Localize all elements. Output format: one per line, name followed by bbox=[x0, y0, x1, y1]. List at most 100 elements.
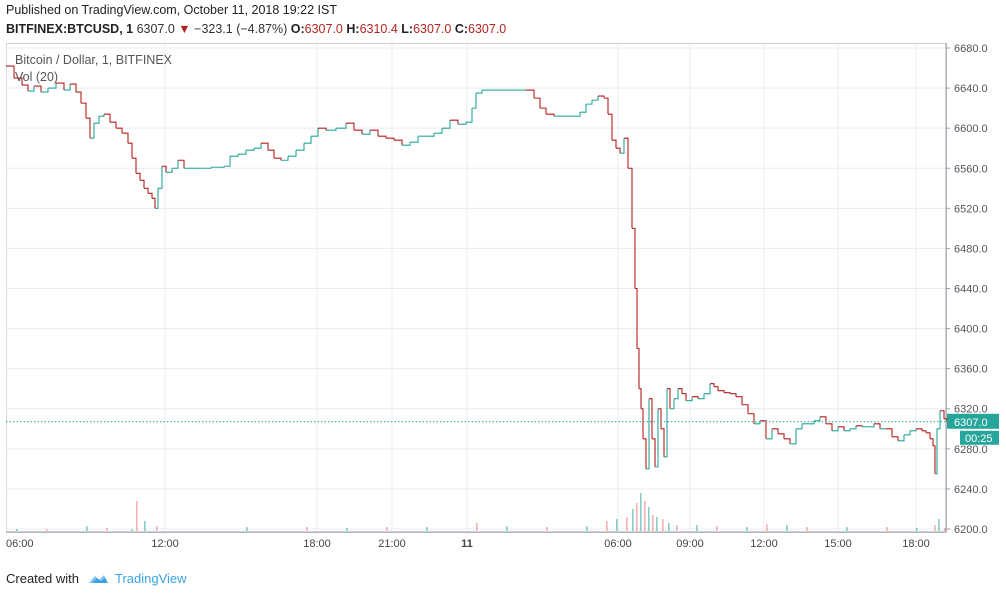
price-segment bbox=[140, 179, 145, 189]
tradingview-logo[interactable]: TradingView bbox=[87, 571, 187, 586]
price-segment bbox=[922, 430, 927, 433]
price-segment bbox=[748, 413, 755, 424]
footer: Created with TradingView bbox=[6, 571, 187, 586]
volume-bar bbox=[144, 521, 146, 531]
price-segment bbox=[76, 91, 82, 104]
price-segment bbox=[99, 114, 105, 117]
price-segment bbox=[641, 408, 644, 439]
y-tick-label: 6200.0 bbox=[954, 524, 988, 536]
countdown-tag bbox=[960, 430, 999, 445]
price-segment bbox=[664, 388, 668, 458]
price-segment bbox=[162, 165, 167, 173]
price-segment bbox=[592, 96, 599, 101]
price-segment bbox=[898, 434, 905, 442]
chart-area[interactable]: 6680.0 6640.0 6600.0 6560.0 6520.0 6480.0 6440… bbox=[6, 43, 999, 558]
countdown-label: 00:25 bbox=[965, 433, 993, 445]
price-segment bbox=[838, 426, 845, 431]
volume-bar bbox=[938, 519, 940, 531]
cloud-icon bbox=[88, 574, 108, 583]
volume-bar bbox=[606, 521, 608, 531]
price-segment bbox=[586, 100, 593, 105]
price-segment bbox=[94, 116, 100, 124]
y-tick-label: 6320.0 bbox=[954, 404, 988, 416]
price-segment bbox=[370, 129, 379, 137]
price-segment bbox=[937, 410, 941, 430]
price-segment bbox=[820, 416, 827, 424]
price-segment bbox=[598, 95, 605, 99]
symbol-name: BITFINEX:BTCUSD, 1 bbox=[6, 22, 134, 36]
price-segment bbox=[104, 113, 111, 123]
price-segment bbox=[886, 428, 893, 437]
price-segment bbox=[639, 388, 642, 409]
price-segment bbox=[148, 192, 153, 199]
price-segment bbox=[572, 112, 581, 117]
volume-bar bbox=[476, 523, 478, 531]
price-segment bbox=[6, 65, 15, 79]
price-segment bbox=[832, 426, 839, 432]
symbol-legend: BITFINEX:BTCUSD, 1 6307.0 ▼ −323.1 (−4.8… bbox=[6, 22, 506, 36]
volume-bar bbox=[506, 526, 508, 531]
price-segment bbox=[649, 398, 653, 439]
price-segment bbox=[698, 393, 705, 400]
price-segment bbox=[224, 156, 231, 167]
price-segment bbox=[144, 187, 149, 194]
price-segment bbox=[28, 86, 35, 92]
last-price-tag-label: 6307.0 bbox=[954, 417, 988, 429]
price-segment bbox=[796, 423, 803, 430]
price-segment bbox=[808, 420, 815, 425]
volume-bar bbox=[716, 526, 718, 531]
price-segment bbox=[318, 127, 327, 131]
price-segment bbox=[296, 143, 305, 151]
price-segment bbox=[714, 386, 719, 391]
created-with-text: Created with bbox=[6, 571, 79, 586]
price-segment bbox=[64, 84, 71, 91]
price-segment bbox=[304, 136, 312, 144]
price-segment bbox=[678, 388, 683, 394]
price-segment bbox=[238, 150, 247, 155]
y-tick-label: 6680.0 bbox=[954, 43, 988, 55]
price-segment bbox=[354, 129, 363, 135]
y-tick-label: 6280.0 bbox=[954, 444, 988, 456]
price-segment bbox=[90, 123, 95, 139]
volume-label: Vol (20) bbox=[15, 70, 59, 84]
price-segment bbox=[254, 143, 262, 149]
price-segment bbox=[892, 436, 899, 441]
price-segment bbox=[814, 416, 821, 422]
price-segment bbox=[674, 388, 679, 400]
price-segment bbox=[311, 128, 319, 137]
price-segment bbox=[616, 147, 621, 154]
volume-bar bbox=[944, 528, 946, 531]
price-segment bbox=[667, 388, 671, 409]
price-segment bbox=[655, 408, 659, 468]
volume-bar bbox=[846, 527, 848, 531]
volume-bar bbox=[106, 528, 108, 531]
volume-bar bbox=[916, 528, 918, 531]
plot-border bbox=[6, 43, 947, 533]
price-segment bbox=[670, 398, 675, 410]
price-chart[interactable]: 6680.0 6640.0 6600.0 6560.0 6520.0 6480.0 6440… bbox=[6, 43, 999, 558]
price-segment bbox=[155, 188, 159, 209]
price-segment bbox=[402, 142, 411, 146]
price-segment bbox=[86, 117, 91, 139]
price-segment bbox=[635, 287, 638, 349]
price-segment bbox=[346, 122, 355, 131]
volume-bar bbox=[806, 527, 808, 531]
price-segment bbox=[132, 157, 137, 174]
x-tick-label: 12:00 bbox=[151, 538, 179, 550]
price-segment bbox=[14, 77, 23, 86]
price-segment bbox=[926, 432, 931, 439]
volume-bar bbox=[131, 529, 133, 531]
price-segment bbox=[646, 398, 650, 470]
y-tick-label: 6600.0 bbox=[954, 123, 988, 135]
price-segment bbox=[844, 428, 851, 432]
volume-bar bbox=[306, 527, 308, 531]
price-segment bbox=[620, 138, 625, 154]
volume-bar bbox=[426, 527, 428, 531]
price-segment bbox=[41, 88, 49, 93]
price-segment bbox=[128, 142, 133, 159]
price-segment bbox=[608, 113, 613, 141]
price-segment bbox=[378, 135, 387, 139]
price-segment bbox=[178, 159, 185, 169]
high-key: H: bbox=[346, 22, 360, 36]
volume-bar bbox=[766, 524, 768, 531]
